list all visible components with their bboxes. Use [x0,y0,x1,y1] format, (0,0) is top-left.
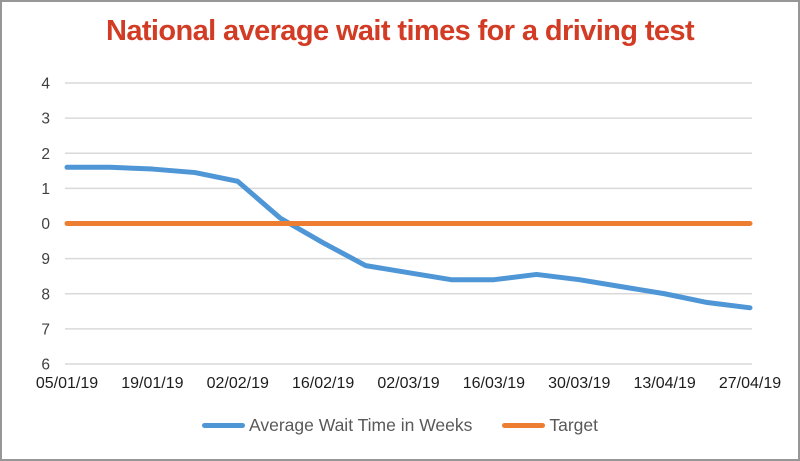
svg-text:8: 8 [41,286,50,303]
legend-entry-target: Target [502,415,598,436]
legend-label-average-wait: Average Wait Time in Weeks [248,414,473,435]
svg-text:6: 6 [41,357,50,374]
svg-text:02/02/19: 02/02/19 [207,375,269,392]
svg-text:3: 3 [41,111,50,128]
svg-text:13/04/19: 13/04/19 [633,375,695,392]
svg-text:02/03/19: 02/03/19 [377,375,439,392]
legend-swatch-target-icon [502,422,546,428]
chart-legend: Average Wait Time in Weeks Target [2,412,798,438]
svg-text:4: 4 [41,76,50,93]
svg-text:30/03/19: 30/03/19 [548,375,610,392]
svg-text:16/03/19: 16/03/19 [463,375,525,392]
svg-text:27/04/19: 27/04/19 [719,375,781,392]
legend-label-target: Target [549,414,598,435]
svg-text:16/02/19: 16/02/19 [292,375,354,392]
svg-text:05/01/19: 05/01/19 [36,375,98,392]
chart-title: National average wait times for a drivin… [105,15,695,47]
svg-text:7: 7 [41,321,50,338]
legend-entry-average-wait: Average Wait Time in Weeks [201,414,473,436]
svg-text:2: 2 [41,146,50,163]
legend-swatch-average-wait-icon [201,422,245,428]
svg-text:1: 1 [41,181,50,198]
svg-text:9: 9 [41,251,50,268]
svg-text:0: 0 [41,216,50,233]
svg-text:19/01/19: 19/01/19 [121,375,183,392]
